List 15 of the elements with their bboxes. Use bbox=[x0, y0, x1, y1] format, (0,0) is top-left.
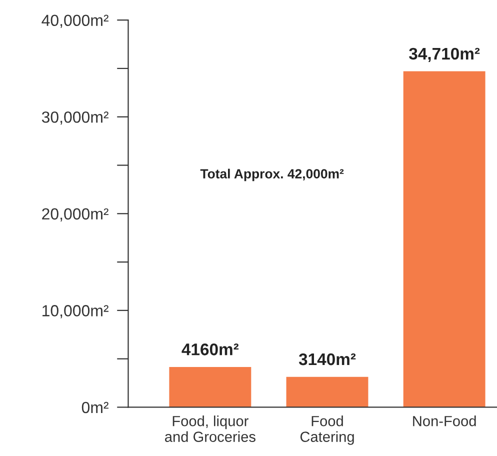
y-tick-label: 10,000m² bbox=[42, 305, 108, 318]
data-label: 3140m² bbox=[298, 353, 356, 366]
bar bbox=[286, 376, 368, 408]
data-label: 4160m² bbox=[182, 344, 239, 356]
y-tick-label: 30,000m² bbox=[42, 111, 108, 125]
bar bbox=[169, 366, 252, 408]
y-tick-label: 0m² bbox=[82, 402, 108, 414]
annotation: Total Approx. 42,000m² bbox=[200, 168, 344, 182]
data-label: 34,710m² bbox=[409, 48, 480, 62]
bar bbox=[403, 71, 486, 408]
x-tick-label: Non-Food bbox=[413, 416, 476, 426]
y-tick-label: 40,000m² bbox=[42, 14, 108, 28]
x-tick-label: Food Catering bbox=[300, 416, 354, 445]
y-tick-label: 20,000m² bbox=[42, 208, 108, 222]
x-tick-label: Food, liquor and Groceries bbox=[165, 416, 256, 442]
